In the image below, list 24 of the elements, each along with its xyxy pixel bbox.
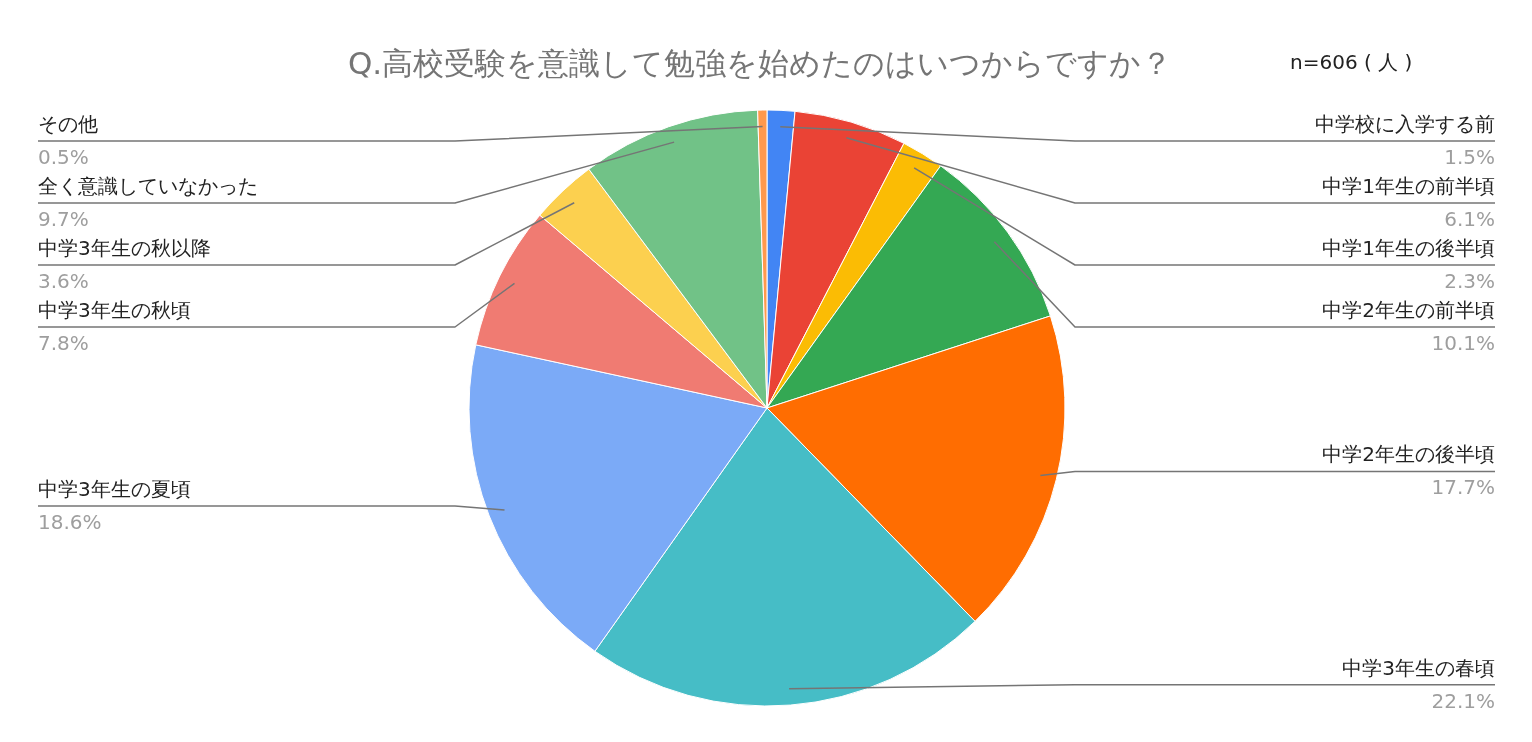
data-label: 0.5% xyxy=(38,145,89,169)
slice-label: 中学3年生の秋頃 xyxy=(38,298,191,322)
slice-label: 中学1年生の後半頃 xyxy=(1322,236,1495,260)
slice-label: 中学校に入学する前 xyxy=(1315,112,1495,136)
data-label: 6.1% xyxy=(1444,207,1495,231)
data-label: 3.6% xyxy=(38,269,89,293)
slice-label: 全く意識していなかった xyxy=(38,174,258,198)
data-label: 18.6% xyxy=(38,510,102,535)
slice-label: 中学3年生の夏頃 xyxy=(38,477,191,502)
chart-subtitle: n=606 ( 人 ) xyxy=(1290,50,1413,74)
chart-title: Q.高校受験を意識して勉強を始めたのはいつからですか？ xyxy=(347,45,1173,81)
data-label: 2.3% xyxy=(1444,269,1495,293)
data-label: 9.7% xyxy=(38,207,89,231)
data-label: 7.8% xyxy=(38,331,89,355)
data-label: 22.1% xyxy=(1431,688,1495,713)
slice-label: その他 xyxy=(38,112,98,136)
data-label: 1.5% xyxy=(1444,145,1495,169)
slice-label: 中学2年生の後半頃 xyxy=(1322,442,1495,467)
data-label: 10.1% xyxy=(1431,331,1495,355)
slice-label: 中学3年生の秋以降 xyxy=(38,236,211,260)
slice-label: 中学3年生の春頃 xyxy=(1342,655,1495,680)
data-label: 17.7% xyxy=(1431,475,1495,500)
slice-label: 中学2年生の前半頃 xyxy=(1322,298,1495,322)
slice-label: 中学1年生の前半頃 xyxy=(1322,174,1495,198)
